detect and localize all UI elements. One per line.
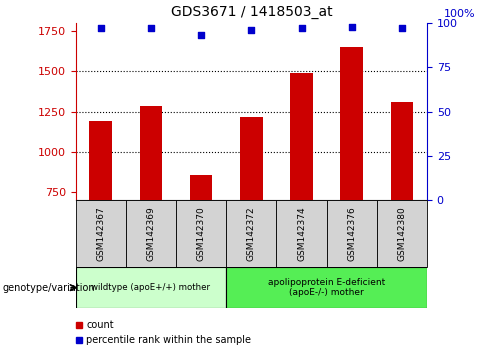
Bar bbox=[89, 121, 112, 200]
Point bbox=[247, 27, 255, 33]
Text: apolipoprotein E-deficient
(apoE-/-) mother: apolipoprotein E-deficient (apoE-/-) mot… bbox=[268, 278, 385, 297]
Point bbox=[147, 25, 155, 31]
Bar bbox=[176, 200, 226, 267]
Bar bbox=[76, 267, 226, 308]
Bar bbox=[226, 200, 276, 267]
Text: GSM142369: GSM142369 bbox=[146, 206, 156, 261]
Bar bbox=[140, 106, 162, 200]
Title: GDS3671 / 1418503_at: GDS3671 / 1418503_at bbox=[170, 5, 332, 19]
Point bbox=[348, 24, 356, 29]
Text: GSM142370: GSM142370 bbox=[197, 206, 205, 261]
Text: genotype/variation: genotype/variation bbox=[2, 282, 95, 293]
Text: GSM142374: GSM142374 bbox=[297, 206, 306, 261]
Bar bbox=[226, 267, 427, 308]
Bar bbox=[341, 47, 363, 200]
Bar bbox=[276, 200, 326, 267]
Bar bbox=[390, 102, 413, 200]
Bar bbox=[377, 200, 427, 267]
Bar bbox=[126, 200, 176, 267]
Bar bbox=[190, 175, 212, 200]
Text: GSM142380: GSM142380 bbox=[397, 206, 407, 261]
Point bbox=[197, 33, 205, 38]
Text: GSM142376: GSM142376 bbox=[347, 206, 356, 261]
Point bbox=[97, 25, 104, 31]
Text: GSM142372: GSM142372 bbox=[247, 206, 256, 261]
Text: 100%: 100% bbox=[444, 10, 476, 19]
Bar bbox=[290, 73, 313, 200]
Point bbox=[398, 25, 406, 31]
Legend: count, percentile rank within the sample: count, percentile rank within the sample bbox=[71, 316, 255, 349]
Text: GSM142367: GSM142367 bbox=[96, 206, 105, 261]
Point bbox=[298, 25, 305, 31]
Bar bbox=[240, 117, 263, 200]
Text: wildtype (apoE+/+) mother: wildtype (apoE+/+) mother bbox=[91, 283, 210, 292]
Bar bbox=[326, 200, 377, 267]
Bar bbox=[76, 200, 126, 267]
